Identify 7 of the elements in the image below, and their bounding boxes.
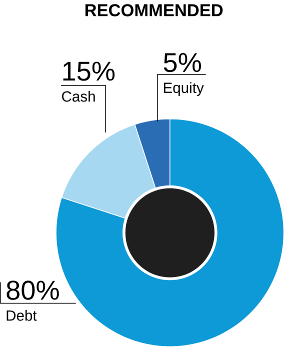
slice-label: Cash	[62, 90, 95, 102]
data-label: 5%	[164, 53, 201, 72]
data-label: 80%	[6, 280, 59, 300]
slice-label: Equity	[164, 82, 204, 96]
chart-title: RECOMMENDED	[85, 4, 223, 16]
data-label: 15%	[63, 62, 114, 81]
slice-label: Debt	[6, 310, 37, 321]
